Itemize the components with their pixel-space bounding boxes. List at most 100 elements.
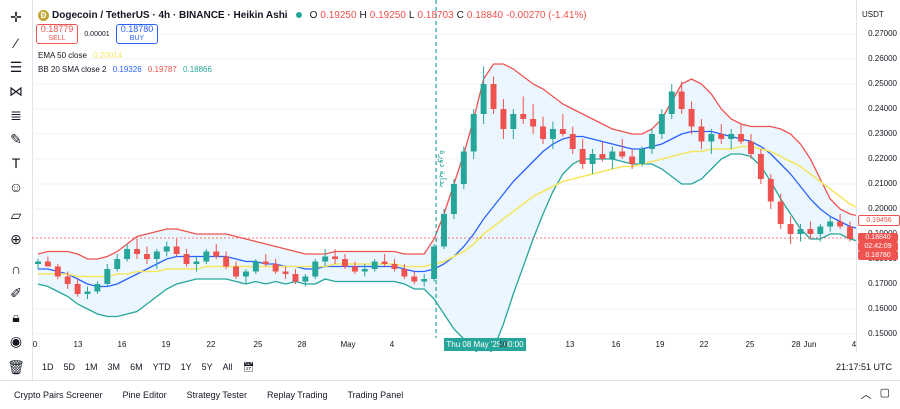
candle-body	[520, 114, 527, 119]
buy-button[interactable]: 0.18780 BUY	[116, 24, 158, 44]
time-tick-label: 16	[117, 340, 127, 349]
crosshair-icon[interactable]: ✛	[10, 8, 22, 25]
bottom-tab-2[interactable]: Strategy Tester	[186, 390, 247, 400]
bottom-tab-3[interactable]: Replay Trading	[266, 390, 328, 400]
range-button-3m[interactable]: 3M	[107, 362, 121, 372]
bb-basis-value: 0.19326	[112, 65, 142, 74]
time-tick-label: 4	[851, 340, 857, 349]
time-tick-label: 0	[32, 340, 38, 349]
price-tag: 0.19456	[858, 215, 900, 226]
bottom-tab-1[interactable]: Pine Editor	[122, 390, 167, 400]
candle-body	[530, 119, 537, 127]
candle-body	[540, 126, 546, 139]
range-button-6m[interactable]: 6M	[130, 362, 143, 372]
time-tick-label: 28	[791, 340, 801, 349]
eye-icon[interactable]: ◉	[9, 332, 23, 349]
price-tick-label: 0.22000	[868, 154, 897, 163]
lock-icon[interactable]: 🔒︎	[12, 308, 20, 325]
candle-body	[490, 84, 497, 109]
candle-body	[787, 224, 794, 234]
maximize-icon[interactable]: ▢	[879, 387, 890, 399]
price-tick-label: 0.24000	[868, 104, 897, 113]
candle-body	[332, 256, 339, 259]
candle-body	[84, 291, 91, 294]
candle-body	[64, 276, 71, 284]
range-button-all[interactable]: All	[222, 362, 233, 372]
calendar-icon[interactable]: 📅︎	[242, 361, 255, 372]
candle-body	[143, 254, 150, 259]
ema-value: 0.20014	[93, 51, 123, 60]
candle-body	[391, 264, 398, 269]
candle-body	[203, 251, 210, 262]
ruler-icon[interactable]: ▱	[10, 206, 22, 223]
time-tick-label: 19	[655, 340, 665, 349]
time-tick-label: 19	[161, 340, 171, 349]
price-chart[interactable]: بداية دورة	[32, 0, 856, 352]
sell-button[interactable]: 0.18779 SELL	[36, 24, 78, 44]
symbol-title[interactable]: Dogecoin / TetherUS · 4h · BINANCE · Hei…	[52, 9, 288, 21]
clock[interactable]: 21:17:51 UTC	[835, 362, 892, 372]
candle-body	[500, 109, 507, 129]
brush-icon[interactable]: ✎	[10, 130, 22, 147]
candle-body	[569, 134, 576, 149]
ohlc-value: -0.00270 (-1.41%)	[506, 9, 587, 21]
range-button-1y[interactable]: 1Y	[180, 362, 192, 372]
candle-body	[639, 149, 646, 164]
candle-body	[480, 84, 487, 114]
candle-body	[104, 269, 111, 284]
dogecoin-logo-icon: Ð	[38, 9, 49, 21]
range-button-ytd[interactable]: YTD	[152, 362, 171, 372]
bb-legend[interactable]: BB 20 SMA close 2 0.19326 0.19787 0.1886…	[38, 65, 212, 74]
candle-body	[589, 154, 596, 164]
ema-legend[interactable]: EMA 50 close 0.20014	[38, 51, 122, 60]
ema-line	[38, 145, 856, 278]
lock-drawing-icon[interactable]: ✐	[10, 284, 22, 301]
pattern-icon[interactable]: ⋈	[9, 82, 23, 99]
range-button-1m[interactable]: 1M	[85, 362, 98, 372]
bottom-tab-0[interactable]: Crypto Pairs Screener	[14, 390, 103, 400]
candle-body	[797, 229, 804, 234]
time-tick-label: 25	[745, 340, 755, 349]
text-icon[interactable]: T	[11, 155, 21, 171]
candle-body	[371, 261, 378, 269]
magnet-icon[interactable]: ∩	[10, 261, 22, 277]
candle-body	[470, 114, 477, 152]
ohlc-values: O 0.19250 H 0.19250 L 0.18703 C 0.18840 -0.00270…	[310, 10, 590, 21]
candle-body	[579, 149, 586, 164]
range-button-5d[interactable]: 5D	[63, 362, 76, 372]
ohlc-key: O	[309, 9, 318, 21]
range-button-5y[interactable]: 5Y	[201, 362, 213, 372]
zoom-icon[interactable]: ⊕	[10, 230, 22, 247]
candle-body	[658, 114, 665, 134]
emoji-icon[interactable]: ☺	[8, 179, 24, 195]
candle-body	[411, 276, 418, 282]
candle-body	[777, 201, 784, 224]
candle-body	[629, 156, 636, 164]
ohlc-key: H	[359, 9, 367, 21]
time-tick-label: 13	[565, 340, 575, 349]
time-cursor-label: Thu 08 May '25 00:00	[444, 338, 526, 351]
candle-body	[262, 261, 269, 264]
trend-line-icon[interactable]: ⁄	[14, 35, 18, 51]
currency-label[interactable]: USDT	[862, 10, 884, 19]
time-tick-label: Jun	[803, 340, 817, 349]
candle-body	[549, 129, 556, 139]
trash-icon[interactable]: 🗑︎	[7, 358, 25, 375]
bottom-tab-4[interactable]: Trading Panel	[347, 390, 404, 400]
candle-body	[441, 214, 447, 247]
sell-price: 0.18779	[40, 24, 74, 34]
candle-body	[361, 269, 368, 272]
candle-body	[767, 179, 774, 202]
price-tag: 02:42:09	[858, 242, 898, 251]
price-axis[interactable]: 0.27000 0.26000 0.25000 0.24000 0.23000 0.220…	[856, 0, 900, 352]
time-axis[interactable]: Thu 08 May '25 00:00 0 13 16 19 22 25 28 May 4 10…	[32, 338, 856, 352]
range-button-1d[interactable]: 1D	[42, 362, 54, 372]
candle-body	[312, 261, 319, 277]
chevron-up-icon[interactable]: ︿	[860, 389, 872, 401]
candle-body	[609, 151, 616, 159]
measure-lines-icon[interactable]: ≣	[10, 106, 22, 123]
candle-body	[242, 271, 249, 277]
fib-icon[interactable]: ☰	[9, 58, 23, 75]
bb-lower-value: 0.18866	[183, 65, 212, 74]
candle-body	[213, 251, 220, 257]
